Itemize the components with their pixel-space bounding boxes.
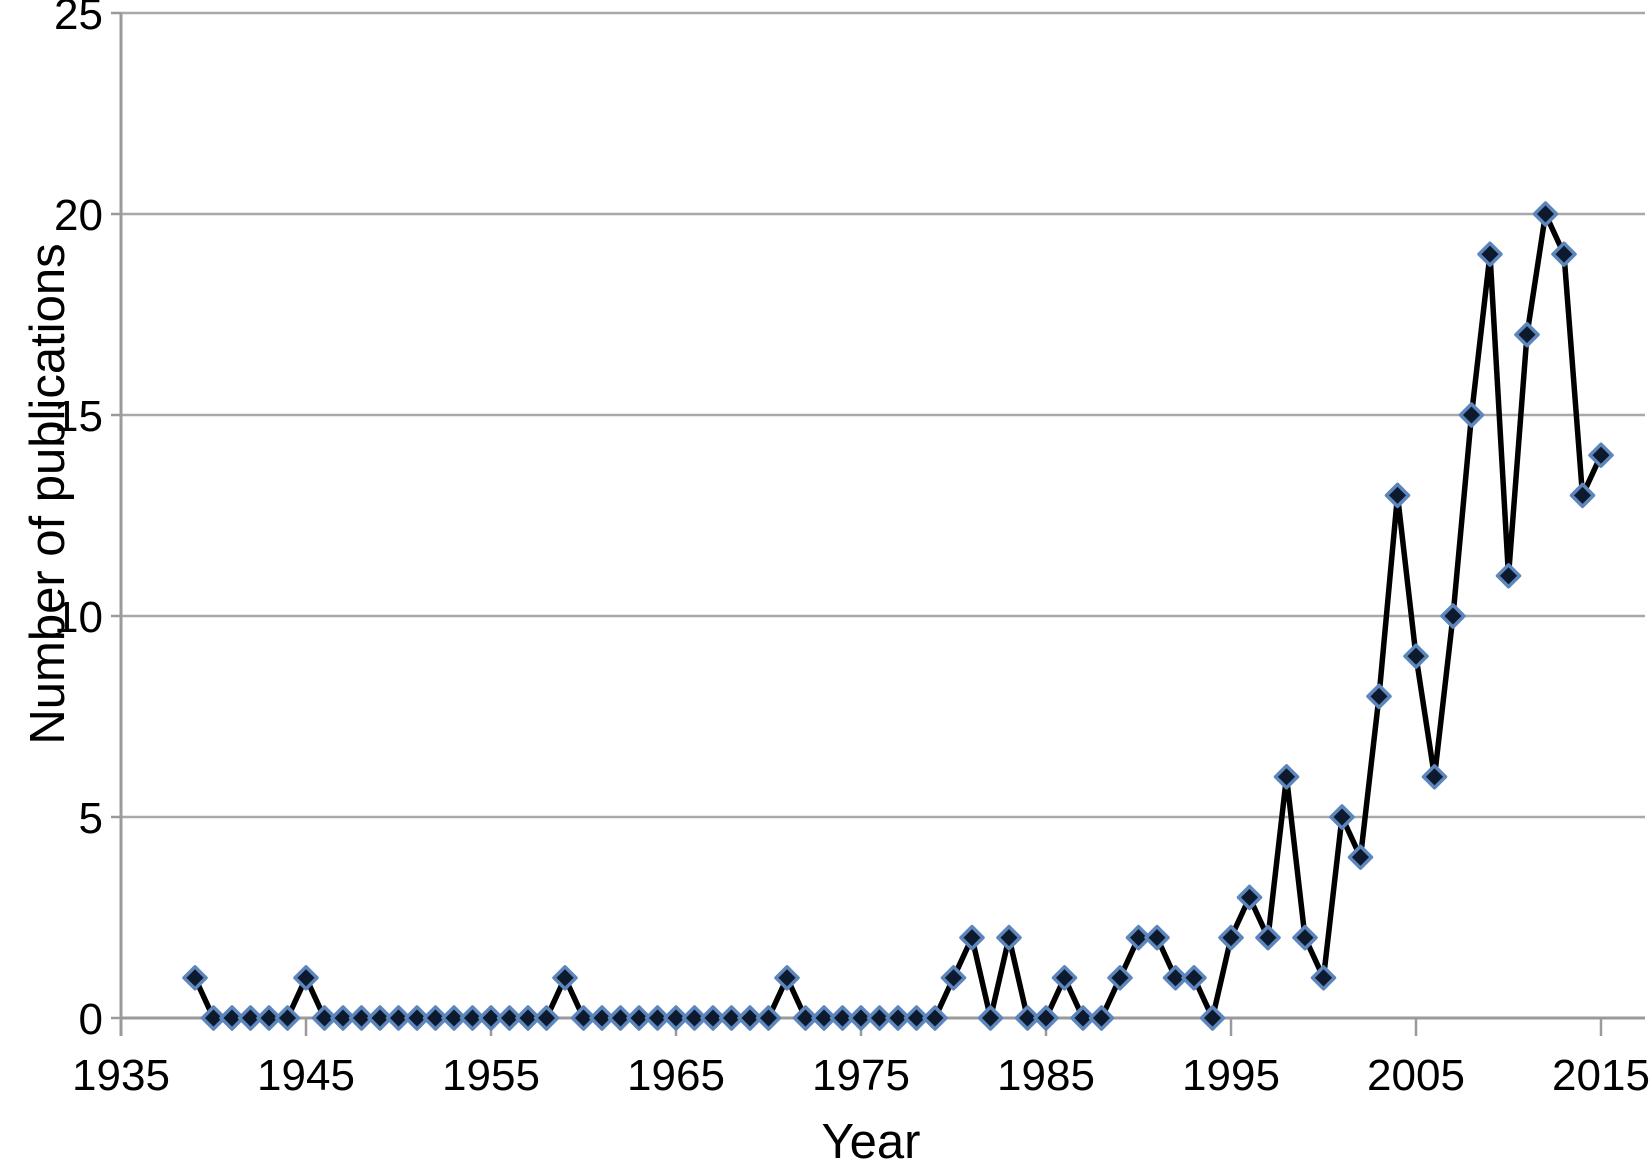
data-point-marker bbox=[422, 1005, 449, 1031]
data-point-marker bbox=[1532, 201, 1559, 227]
data-point-marker bbox=[1384, 482, 1411, 509]
data-point-marker bbox=[848, 1005, 874, 1031]
data-point-marker bbox=[922, 1005, 948, 1031]
data-point-marker bbox=[367, 1005, 393, 1031]
data-point-marker bbox=[330, 1005, 356, 1031]
data-point-marker bbox=[256, 1005, 282, 1031]
data-point-marker bbox=[1014, 1005, 1041, 1031]
x-tick-label: 1985 bbox=[997, 1051, 1095, 1100]
data-point-marker bbox=[1273, 764, 1300, 790]
x-tick-label: 2005 bbox=[1367, 1051, 1465, 1100]
data-point-marker bbox=[940, 965, 967, 991]
data-point-marker bbox=[237, 1005, 264, 1031]
data-point-marker bbox=[681, 1005, 708, 1031]
x-axis-title: Year bbox=[821, 1115, 921, 1168]
data-point-marker bbox=[1458, 402, 1485, 428]
data-point-marker bbox=[1236, 884, 1263, 911]
data-point-marker bbox=[1255, 924, 1281, 951]
data-point-marker bbox=[1588, 442, 1614, 468]
y-tick-label: 0 bbox=[79, 995, 103, 1044]
x-tick-label: 1995 bbox=[1182, 1051, 1280, 1100]
data-point-marker bbox=[459, 1005, 486, 1031]
x-tick-label: 1955 bbox=[442, 1051, 540, 1100]
data-point-marker bbox=[1218, 924, 1244, 951]
data-point-marker bbox=[1440, 603, 1466, 629]
data-point-marker bbox=[959, 924, 985, 951]
data-point-marker bbox=[1292, 924, 1318, 951]
x-tick-label: 1965 bbox=[627, 1051, 725, 1100]
data-point-marker bbox=[404, 1005, 430, 1031]
data-point-marker bbox=[829, 1005, 856, 1031]
data-point-marker bbox=[348, 1005, 375, 1031]
y-axis-title: Number of publications bbox=[21, 243, 75, 745]
data-point-marker bbox=[1495, 563, 1522, 589]
data-point-marker bbox=[792, 1005, 819, 1031]
data-point-marker bbox=[1125, 924, 1152, 951]
data-point-marker bbox=[1181, 965, 1207, 991]
data-point-marker bbox=[293, 965, 319, 991]
data-point-marker bbox=[182, 965, 208, 991]
data-point-marker bbox=[866, 1005, 893, 1031]
y-tick-label: 15 bbox=[54, 392, 103, 441]
data-point-marker bbox=[885, 1005, 911, 1031]
data-point-marker bbox=[1070, 1005, 1096, 1031]
data-point-marker bbox=[200, 1005, 227, 1031]
x-tick-label: 1975 bbox=[812, 1051, 910, 1100]
data-point-marker bbox=[737, 1005, 763, 1031]
y-tick-label: 5 bbox=[79, 794, 103, 843]
data-point-marker bbox=[1199, 1005, 1226, 1031]
data-point-marker bbox=[533, 1005, 560, 1031]
data-point-marker bbox=[626, 1005, 652, 1031]
data-point-marker bbox=[570, 1005, 597, 1031]
data-point-marker bbox=[811, 1005, 837, 1031]
y-tick-label: 20 bbox=[54, 191, 103, 240]
data-point-marker bbox=[700, 1005, 726, 1031]
data-point-marker bbox=[552, 965, 578, 991]
data-point-marker bbox=[385, 1005, 412, 1031]
data-point-marker bbox=[441, 1005, 467, 1031]
data-point-marker bbox=[1144, 924, 1170, 951]
data-point-marker bbox=[1347, 844, 1374, 870]
data-point-marker bbox=[607, 1005, 634, 1031]
x-tick-label: 1945 bbox=[257, 1051, 355, 1100]
data-point-marker bbox=[1051, 965, 1078, 991]
data-point-marker bbox=[977, 1005, 1004, 1031]
x-tick-label: 1935 bbox=[72, 1051, 170, 1100]
data-point-marker bbox=[1421, 764, 1448, 790]
y-tick-label: 25 bbox=[54, 0, 103, 39]
data-point-marker bbox=[311, 1005, 338, 1031]
data-point-marker bbox=[274, 1005, 301, 1031]
data-point-marker bbox=[644, 1005, 671, 1031]
data-point-marker bbox=[1569, 482, 1596, 509]
data-point-marker bbox=[1310, 965, 1337, 991]
data-point-marker bbox=[903, 1005, 930, 1031]
data-point-marker bbox=[478, 1005, 504, 1031]
data-point-marker bbox=[1551, 241, 1577, 267]
data-point-marker bbox=[1514, 321, 1540, 348]
y-tick-label: 10 bbox=[54, 593, 103, 642]
data-point-marker bbox=[1477, 241, 1503, 267]
data-point-marker bbox=[996, 924, 1022, 951]
data-point-marker bbox=[663, 1005, 689, 1031]
data-point-marker bbox=[1107, 965, 1133, 991]
data-point-marker bbox=[774, 965, 800, 991]
x-tick-label: 2015 bbox=[1552, 1051, 1649, 1100]
data-point-marker bbox=[1033, 1005, 1059, 1031]
data-point-marker bbox=[1329, 804, 1355, 830]
data-point-marker bbox=[1366, 683, 1392, 710]
data-point-marker bbox=[1088, 1005, 1115, 1031]
data-point-marker bbox=[589, 1005, 615, 1031]
data-point-marker bbox=[219, 1005, 245, 1031]
data-point-marker bbox=[515, 1005, 541, 1031]
data-point-marker bbox=[755, 1005, 782, 1031]
data-point-marker bbox=[1403, 643, 1429, 669]
data-point-marker bbox=[1162, 965, 1189, 991]
data-point-marker bbox=[496, 1005, 523, 1031]
data-point-marker bbox=[718, 1005, 745, 1031]
